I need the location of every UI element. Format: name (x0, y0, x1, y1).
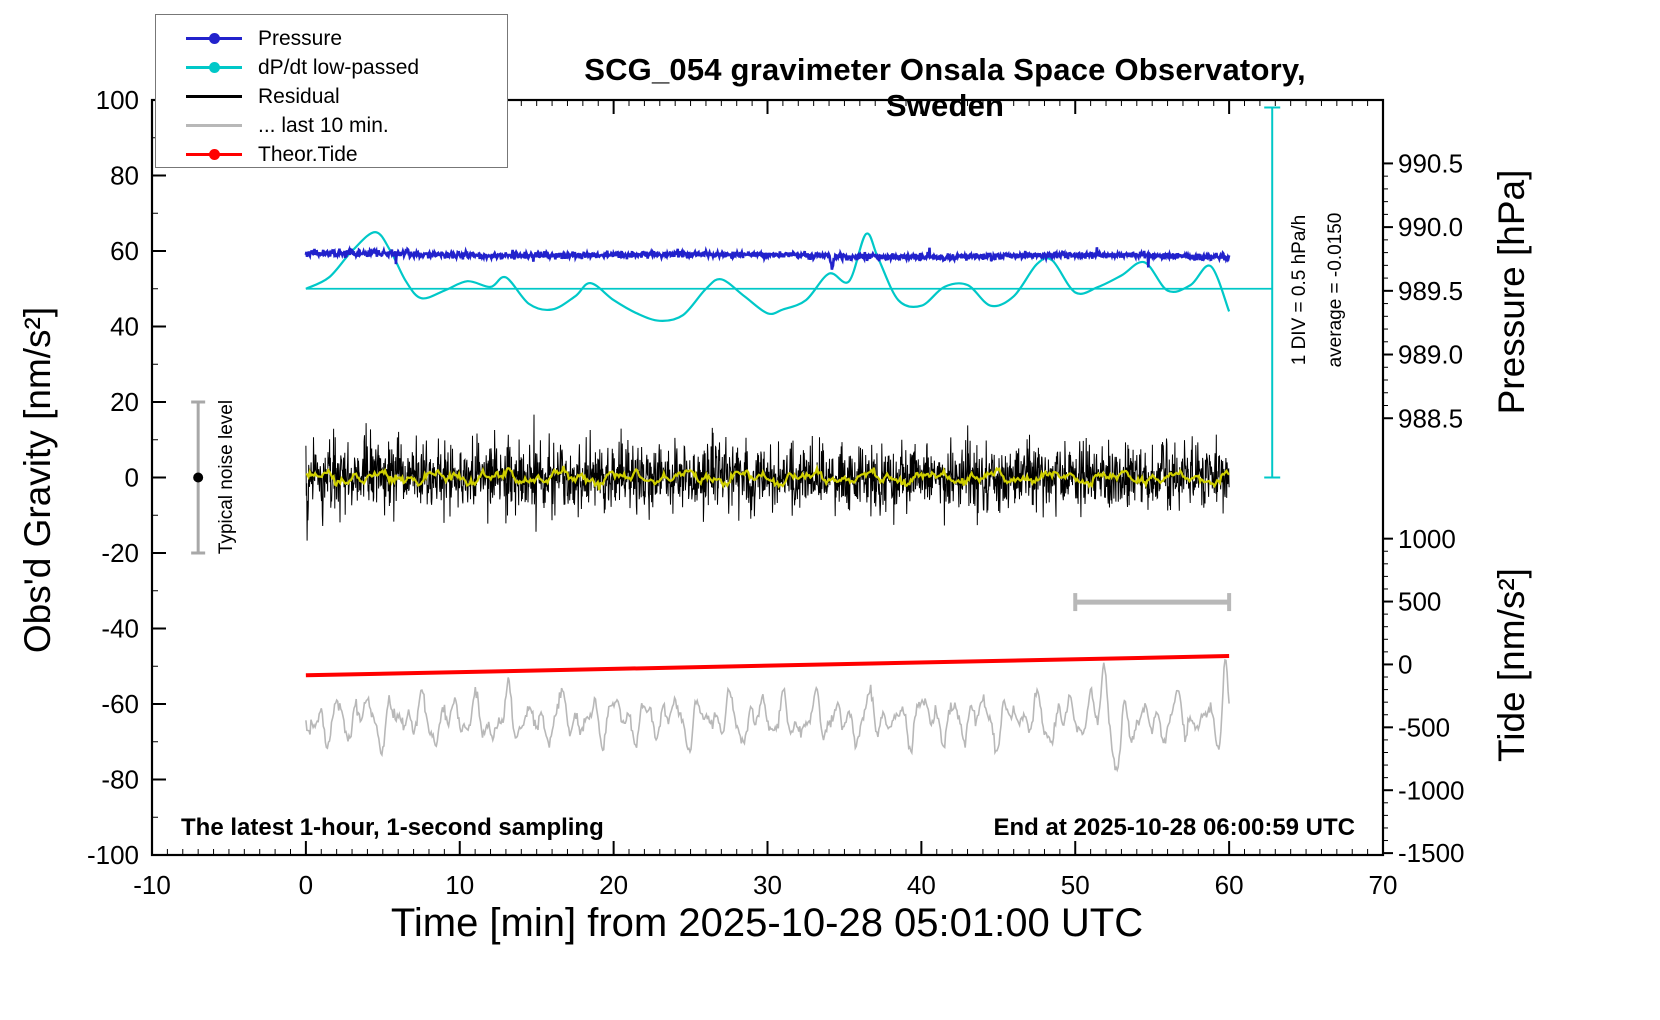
pressure-tick-label: 989.0 (1398, 340, 1463, 370)
tide-tick-label: 0 (1398, 650, 1412, 680)
legend-label: dP/dt low-passed (258, 55, 420, 79)
legend-marker-pressure-icon (186, 31, 242, 46)
tide-tick-label: -1500 (1398, 838, 1465, 868)
tide-tick-label: 500 (1398, 587, 1441, 617)
gravity-tick-label: -40 (101, 614, 139, 644)
pressure-tick-label: 989.5 (1398, 276, 1463, 306)
gravity-tick-label: 80 (110, 161, 139, 191)
gravity-tick-label: -100 (87, 840, 139, 870)
series-theor-tide (305, 654, 1230, 678)
tide-tick-label: 1000 (1398, 524, 1456, 554)
chart-title: SCG_054 gravimeter Onsala Space Observat… (584, 52, 1306, 123)
pressure-axis: 988.5 989.0 989.5 990.0 990.5 (1383, 149, 1463, 433)
y-axis-label-tide: Tide [nm/s²] (1491, 568, 1532, 762)
div-scale-annotation: 1 DIV = 0.5 hPa/h (1289, 214, 1310, 366)
legend-marker-last-10-min-icon (186, 118, 242, 133)
gravity-tick-label: -60 (101, 689, 139, 719)
gravity-axis: -100 -80 -60 -40 -20 0 20 40 60 80 100 (87, 85, 166, 870)
gravity-tick-label: 0 (125, 463, 139, 493)
x-tick-label: 70 (1369, 870, 1398, 900)
legend: Pressure dP/dt low-passed Residual ... last… (155, 14, 508, 168)
legend-label: Theor.Tide (258, 142, 358, 166)
x-tick-label: 60 (1215, 870, 1244, 900)
legend-item-pressure: Pressure (186, 24, 507, 53)
legend-marker-dp-dt-low-passed-icon (186, 60, 242, 75)
legend-item-theor-tide: Theor.Tide (186, 140, 507, 169)
tide-tick-label: -1000 (1398, 775, 1465, 805)
legend-label: Residual (258, 84, 340, 108)
tide-axis: -1500 -1000 -500 0 500 1000 (1383, 524, 1465, 868)
gravity-tick-label: 20 (110, 387, 139, 417)
x-axis: -10 0 10 20 30 40 50 60 70 (133, 100, 1397, 900)
pressure-tick-label: 988.5 (1398, 403, 1463, 433)
x-tick-label: 50 (1061, 870, 1090, 900)
pressure-tick-label: 990.5 (1398, 149, 1463, 179)
x-tick-label: 0 (299, 870, 313, 900)
gravity-tick-label: -20 (101, 538, 139, 568)
legend-label: Pressure (258, 26, 343, 50)
legend-marker-theor-tide-icon (186, 147, 242, 162)
series-residual (305, 414, 1230, 541)
end-time-note: End at 2025-10-28 06:00:59 UTC (993, 814, 1356, 841)
series-last-10-min (305, 658, 1230, 773)
noise-level-dot (193, 472, 204, 483)
series-pressure (304, 244, 1231, 270)
x-tick-label: 20 (599, 870, 628, 900)
gravity-tick-label: 100 (96, 85, 139, 115)
noise-level-annotation: Typical noise level (216, 399, 237, 555)
x-tick-label: 10 (445, 870, 474, 900)
gravity-tick-label: -80 (101, 765, 139, 795)
legend-item-residual: Residual (186, 82, 507, 111)
sampling-note: The latest 1-hour, 1-second sampling (181, 814, 604, 841)
x-tick-label: 30 (753, 870, 782, 900)
x-tick-label: -10 (133, 870, 171, 900)
x-axis-label: Time [min] from 2025-10-28 05:01:00 UTC (390, 901, 1144, 945)
legend-marker-residual-icon (186, 89, 242, 104)
legend-item-last-10-min: ... last 10 min. (186, 111, 507, 140)
x-tick-label: 40 (907, 870, 936, 900)
series-dp-dt-low-passed (305, 231, 1231, 322)
y-axis-label-gravity: Obs'd Gravity [nm/s²] (17, 306, 58, 654)
legend-label: ... last 10 min. (258, 113, 389, 137)
legend-item-dp-dt-low-passed: dP/dt low-passed (186, 53, 507, 82)
series-residual-low-passed-yellow (305, 463, 1230, 491)
gravity-tick-label: 60 (110, 236, 139, 266)
tide-tick-label: -500 (1398, 712, 1450, 742)
pressure-tick-label: 990.0 (1398, 212, 1463, 242)
average-annotation: average = -0.0150 (1325, 212, 1346, 368)
gravity-tick-label: 40 (110, 312, 139, 342)
